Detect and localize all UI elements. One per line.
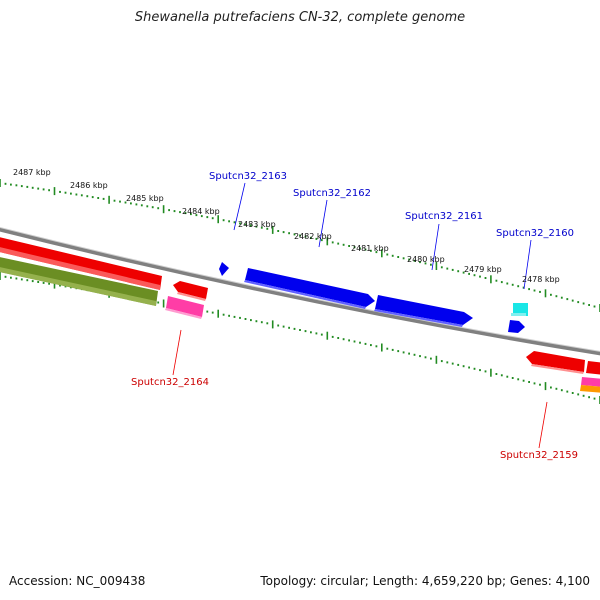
callout-line-2161 xyxy=(431,223,440,271)
gene-arrow-red-small[interactable] xyxy=(173,281,208,301)
gene-feature-pink-right[interactable] xyxy=(581,377,600,387)
gene-labels: Sputcn32_2163 Sputcn32_2162 Sputcn32_216… xyxy=(131,171,578,461)
gene-feature-red-band[interactable] xyxy=(0,236,162,290)
tick-label-2481: 2481 kbp xyxy=(351,244,389,253)
outer-scale-ruler xyxy=(0,179,600,312)
genome-backbone xyxy=(0,227,600,356)
gene-label-sputcn32-2164[interactable]: Sputcn32_2164 xyxy=(131,377,209,388)
gene-label-sputcn32-2163[interactable]: Sputcn32_2163 xyxy=(209,171,287,182)
tick-label-2480: 2480 kbp xyxy=(407,255,445,264)
map-title: Shewanella putrefaciens CN-32, complete … xyxy=(134,10,466,25)
gene-label-sputcn32-2160[interactable]: Sputcn32_2160 xyxy=(496,228,574,239)
gene-feature-olive-band[interactable] xyxy=(0,256,158,306)
tick-label-2487: 2487 kbp xyxy=(13,168,51,177)
callout-line-2163 xyxy=(233,182,246,231)
tick-label-2485: 2485 kbp xyxy=(126,194,164,203)
tick-label-2482: 2482 kbp xyxy=(294,232,332,241)
callout-line-2160 xyxy=(523,239,532,290)
tick-label-2486: 2486 kbp xyxy=(70,181,108,190)
accession-text: Accession: NC_009438 xyxy=(9,574,146,588)
gene-feature-red-right[interactable] xyxy=(586,361,600,375)
genome-summary-text: Topology: circular; Length: 4,659,220 bp… xyxy=(260,574,590,588)
callout-line-2159 xyxy=(538,401,548,449)
gene-arrow-sputcn32-2161[interactable] xyxy=(374,295,473,327)
gene-label-sputcn32-2159[interactable]: Sputcn32_2159 xyxy=(500,450,578,461)
gene-label-sputcn32-2161[interactable]: Sputcn32_2161 xyxy=(405,211,483,222)
callout-line-2162 xyxy=(318,199,328,248)
gene-arrow-sputcn32-2160[interactable] xyxy=(508,320,525,333)
callout-line-2164 xyxy=(172,329,182,376)
scale-labels: 2487 kbp 2486 kbp 2485 kbp 2484 kbp 2483… xyxy=(13,168,560,284)
gene-label-sputcn32-2162[interactable]: Sputcn32_2162 xyxy=(293,188,371,199)
gene-arrow-sputcn32-2163[interactable] xyxy=(219,262,229,276)
gene-feature-pink[interactable] xyxy=(165,296,204,319)
tick-label-2483: 2483 kbp xyxy=(238,220,276,229)
tick-label-2478: 2478 kbp xyxy=(522,275,560,284)
gene-arrow-sputcn32-2162[interactable] xyxy=(244,268,375,309)
gene-feature-cyan[interactable] xyxy=(511,303,528,316)
gene-feature-orange-right[interactable] xyxy=(580,385,600,393)
gene-arrow-sputcn32-2159[interactable] xyxy=(526,351,585,374)
tick-label-2479: 2479 kbp xyxy=(464,265,502,274)
tick-label-2484: 2484 kbp xyxy=(182,207,220,216)
